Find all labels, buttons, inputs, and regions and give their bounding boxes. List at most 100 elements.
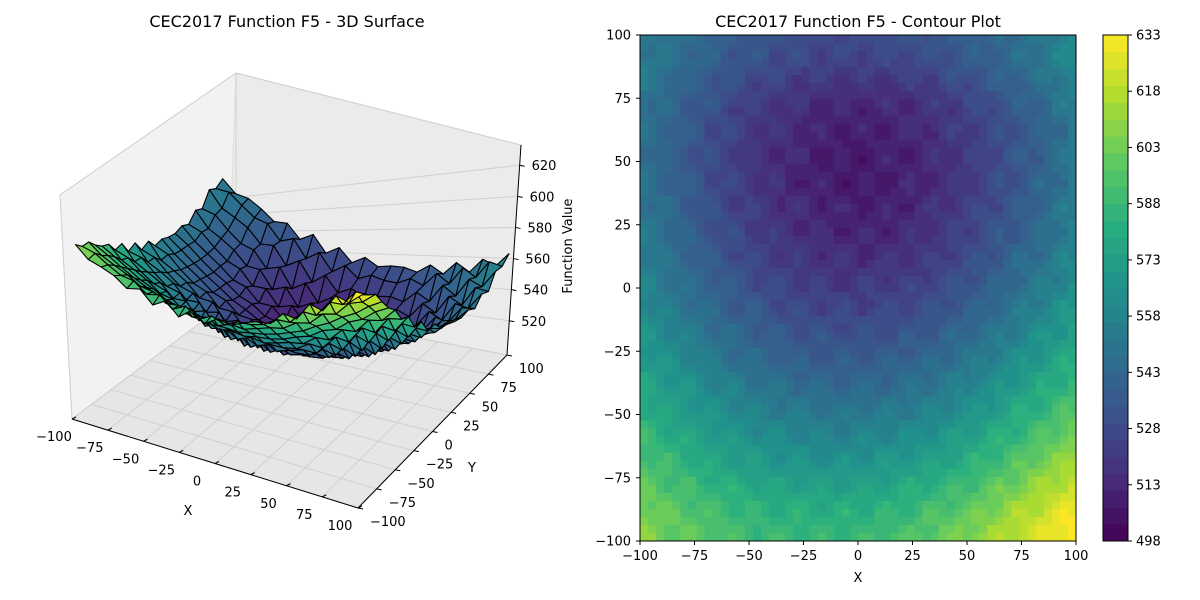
contour-cell: [1043, 340, 1053, 349]
contour-cell: [833, 332, 843, 341]
contour-cell: [744, 300, 754, 309]
contour-cell: [793, 251, 803, 261]
contour-cell: [785, 51, 794, 60]
surface-x-tick-label: 100: [328, 519, 353, 534]
contour-cell: [1027, 259, 1037, 269]
contour-cell: [1067, 516, 1076, 526]
surface-x-tick-label: −25: [148, 463, 175, 478]
contour-cell: [1003, 300, 1012, 309]
contour-cell: [640, 75, 649, 84]
contour-cell: [849, 532, 859, 541]
contour-cell: [898, 267, 908, 277]
contour-cell: [1035, 67, 1045, 76]
contour-cell: [971, 67, 980, 76]
contour-cell: [688, 59, 698, 68]
contour-cell: [1035, 356, 1045, 365]
contour-cell: [995, 372, 1004, 381]
contour-cell: [1019, 203, 1029, 213]
contour-cell: [890, 147, 899, 157]
contour-cell: [704, 211, 714, 221]
contour-cell: [728, 179, 738, 189]
contour-cell: [849, 275, 859, 285]
colorbar-band: [1103, 456, 1128, 475]
contour-cell: [979, 508, 988, 518]
contour-cell: [664, 171, 673, 181]
contour-cell: [688, 259, 698, 269]
contour-cell: [858, 147, 867, 157]
contour-cell: [656, 75, 665, 84]
contour-cell: [962, 115, 972, 124]
contour-cell: [688, 35, 698, 44]
contour-cell: [833, 139, 843, 149]
contour-cell: [874, 436, 883, 446]
contour-cell: [1035, 235, 1045, 245]
contour-cell: [640, 219, 649, 229]
contour-cell: [753, 235, 762, 245]
contour-cell: [962, 460, 972, 470]
contour-cell: [971, 420, 980, 430]
contour-cell: [1035, 428, 1045, 438]
contour-cell: [656, 380, 665, 389]
contour-cell: [648, 404, 657, 414]
contour-cell: [777, 516, 786, 526]
contour-cell: [793, 324, 803, 333]
contour-cell: [801, 267, 811, 277]
contour-cell: [688, 67, 698, 76]
contour-cell: [680, 171, 690, 181]
contour-cell: [688, 107, 698, 116]
contour-cell: [938, 468, 948, 478]
contour-cell: [1011, 43, 1021, 52]
contour-cell: [664, 251, 673, 261]
contour-cell: [1019, 75, 1029, 84]
contour-cell: [1067, 259, 1076, 269]
contour-cell: [769, 75, 778, 84]
contour-cell: [672, 147, 681, 157]
contour-cell: [1027, 243, 1037, 253]
contour-cell: [841, 484, 851, 494]
contour-cell: [849, 516, 859, 526]
contour-cell: [866, 428, 875, 438]
contour-cell: [849, 171, 859, 181]
contour-cell: [922, 524, 932, 534]
contour-cell: [825, 139, 835, 149]
contour-cell: [785, 195, 794, 205]
contour-cell: [809, 484, 819, 494]
contour-cell: [995, 259, 1004, 269]
contour-cell: [946, 171, 956, 181]
contour-cell: [962, 211, 972, 221]
contour-cell: [793, 35, 803, 44]
contour-cell: [1019, 267, 1029, 277]
contour-cell: [1011, 516, 1021, 526]
contour-cell: [979, 211, 988, 221]
contour-cell: [736, 59, 746, 68]
contour-cell: [987, 412, 996, 422]
contour-cell: [849, 292, 859, 301]
contour-cell: [1043, 131, 1053, 141]
contour-cell: [753, 147, 762, 157]
contour-cell: [761, 147, 770, 157]
contour-cell: [930, 364, 940, 373]
contour-cell: [858, 388, 867, 398]
contour-cell: [785, 436, 794, 446]
contour-cell: [793, 43, 803, 52]
contour-cell: [922, 500, 932, 510]
contour-cell: [640, 380, 649, 389]
contour-cell: [688, 388, 698, 398]
colorbar-band: [1103, 271, 1128, 289]
contour-cell: [1035, 195, 1045, 205]
contour-cell: [801, 243, 811, 253]
surface-x-tick-label: −75: [76, 441, 103, 456]
contour-cell: [656, 107, 665, 116]
contour-cell: [1027, 404, 1037, 414]
contour-cell: [1043, 292, 1053, 301]
contour-cell: [680, 91, 690, 100]
contour-cell: [890, 251, 899, 261]
contour-cell: [882, 516, 891, 526]
contour-cell: [696, 388, 706, 398]
contour-cell: [849, 235, 859, 245]
contour-cell: [761, 203, 770, 213]
contour-cell: [696, 91, 706, 100]
contour-cell: [1059, 356, 1069, 365]
contour-cell: [1027, 51, 1037, 60]
contour-cell: [761, 75, 770, 84]
